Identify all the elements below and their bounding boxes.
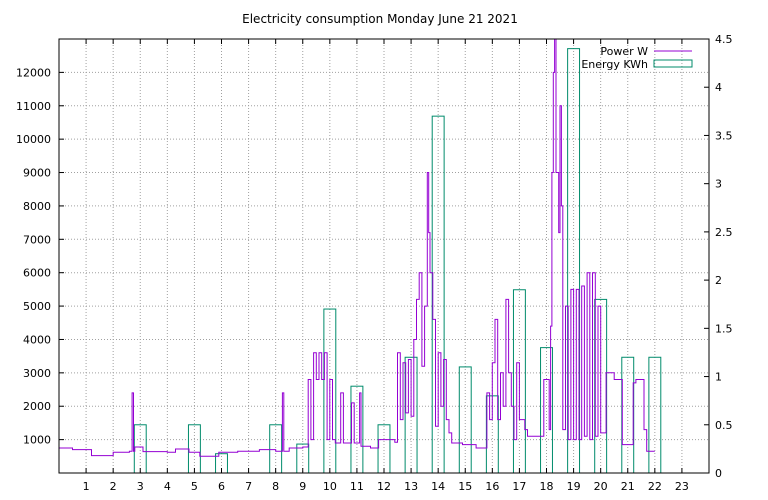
x-tick-label: 12 [377, 480, 391, 493]
y-tick-label: 2000 [23, 400, 51, 413]
x-tick-label: 9 [299, 480, 306, 493]
y-tick-label: 4000 [23, 333, 51, 346]
energy-bar [458, 366, 472, 474]
energy-bar [648, 356, 662, 474]
legend: Power W Energy KWh [581, 45, 693, 71]
x-tick-label: 5 [191, 480, 198, 493]
x-tick-label: 22 [648, 480, 662, 493]
y-axis-left: 1000 2000 3000 4000 5000 6000 7000 8000 9000 1000… [16, 66, 64, 447]
x-tick-label: 20 [594, 480, 608, 493]
y-axis-right: 0 0.5 1 1.5 2 2.5 3 3.5 4 4.5 [704, 33, 733, 480]
y2-tick-label: 3 [715, 178, 722, 191]
grid [59, 39, 709, 473]
chart-title: Electricity consumption Monday June 21 2… [242, 12, 518, 26]
y-tick-label: 8000 [23, 200, 51, 213]
x-tick-label: 11 [350, 480, 364, 493]
y2-tick-label: 0 [715, 467, 722, 480]
power-series [59, 38, 655, 457]
x-tick-label: 17 [512, 480, 526, 493]
x-tick-label: 2 [110, 480, 117, 493]
y-tick-label: 7000 [23, 233, 51, 246]
x-tick-label: 3 [137, 480, 144, 493]
y-tick-label: 1000 [23, 434, 51, 447]
x-tick-label: 8 [272, 480, 279, 493]
y2-tick-label: 2 [715, 274, 722, 287]
x-tick-label: 6 [218, 480, 225, 493]
y2-tick-label: 1.5 [715, 322, 733, 335]
y-tick-label: 11000 [16, 100, 51, 113]
x-tick-label: 1 [83, 480, 90, 493]
y-tick-label: 12000 [16, 66, 51, 79]
x-tick-label: 14 [431, 480, 445, 493]
y-tick-label: 10000 [16, 133, 51, 146]
x-axis: 1 2 3 4 5 6 7 8 9 10 11 12 13 14 15 16 17 18 19 20 21 22 23 [83, 39, 689, 493]
legend-label-power: Power W [600, 45, 648, 58]
y2-tick-label: 0.5 [715, 419, 733, 432]
x-tick-label: 18 [540, 480, 554, 493]
x-tick-label: 15 [458, 480, 472, 493]
y2-tick-label: 2.5 [715, 226, 733, 239]
x-tick-label: 19 [567, 480, 581, 493]
y2-tick-label: 3.5 [715, 129, 733, 142]
y2-tick-label: 4 [715, 81, 722, 94]
x-tick-label: 10 [323, 480, 337, 493]
y2-tick-label: 1 [715, 371, 722, 384]
x-tick-label: 16 [485, 480, 499, 493]
y-tick-label: 3000 [23, 367, 51, 380]
x-tick-label: 23 [675, 480, 689, 493]
x-tick-label: 21 [621, 480, 635, 493]
y2-tick-label: 4.5 [715, 33, 733, 46]
power-line-path [59, 38, 655, 457]
energy-bar [621, 356, 635, 474]
y-tick-label: 6000 [23, 267, 51, 280]
y-tick-label: 5000 [23, 300, 51, 313]
x-tick-label: 7 [245, 480, 252, 493]
legend-label-energy: Energy KWh [581, 58, 648, 71]
y-tick-label: 9000 [23, 167, 51, 180]
x-tick-label: 13 [404, 480, 418, 493]
x-tick-label: 4 [164, 480, 171, 493]
legend-swatch-energy [653, 59, 693, 68]
